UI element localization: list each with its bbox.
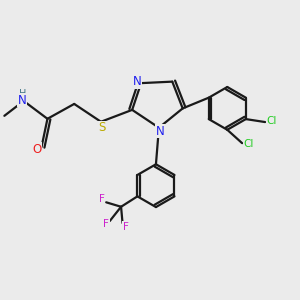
Text: O: O	[32, 143, 42, 156]
Text: Cl: Cl	[266, 116, 277, 127]
Text: F: F	[123, 222, 128, 232]
Text: Cl: Cl	[244, 139, 254, 149]
Text: N: N	[156, 125, 165, 138]
Text: H: H	[19, 89, 26, 99]
Text: F: F	[103, 219, 109, 229]
Text: S: S	[98, 121, 105, 134]
Text: N: N	[133, 75, 142, 88]
Text: F: F	[99, 194, 105, 204]
Text: N: N	[18, 94, 27, 106]
